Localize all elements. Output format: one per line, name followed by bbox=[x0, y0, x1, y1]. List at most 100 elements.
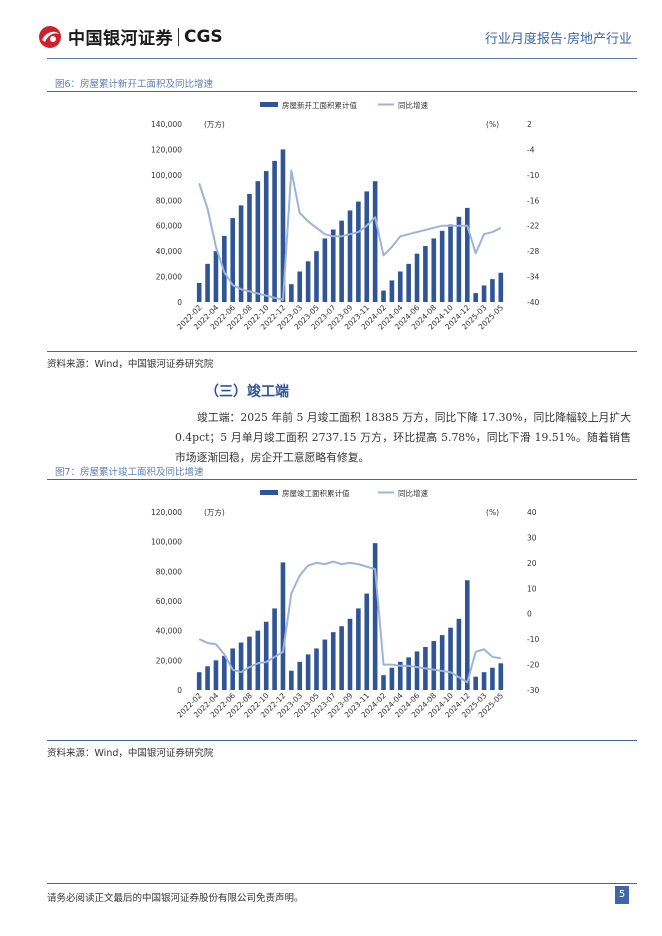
fig6-left-tick: 80,000 bbox=[156, 196, 182, 205]
fig6-left-tick: 60,000 bbox=[156, 222, 182, 231]
fig6-legend-bar-swatch bbox=[260, 102, 278, 107]
fig6-bar bbox=[255, 181, 261, 302]
fig7-growth-line bbox=[198, 560, 501, 684]
galaxy-logo-icon bbox=[39, 25, 61, 48]
fig6-bar bbox=[439, 230, 445, 302]
fig6-left-unit: (万方) bbox=[204, 119, 225, 129]
fig6-growth-line bbox=[198, 169, 502, 301]
fig6-left-tick: 20,000 bbox=[156, 273, 182, 282]
fig6-bar bbox=[263, 171, 269, 302]
page-number: 5 bbox=[615, 886, 629, 904]
fig7-bar bbox=[238, 642, 244, 690]
fig6-bar bbox=[414, 253, 420, 302]
fig6-bar bbox=[230, 218, 236, 302]
fig7-bar bbox=[330, 632, 336, 690]
fig7-bar bbox=[347, 618, 353, 690]
fig7-bar bbox=[247, 636, 252, 690]
fig7-left-tick: 60,000 bbox=[156, 597, 182, 606]
fig7-bar bbox=[289, 670, 294, 690]
fig6-bar bbox=[272, 160, 277, 302]
fig7-right-tick: -20 bbox=[527, 661, 539, 670]
fig6-right-tick: -22 bbox=[527, 222, 539, 231]
fig6-bar bbox=[196, 282, 202, 302]
fig6-left-tick: 120,000 bbox=[151, 145, 182, 154]
header-divider bbox=[47, 58, 637, 59]
fig7-bar bbox=[263, 621, 269, 690]
fig7-legend-bar-label: 房屋竣工面积累计值 bbox=[282, 488, 350, 498]
fig6-right-unit: (%) bbox=[486, 120, 499, 129]
fig6-legend-bar-label: 房屋新开工面积累计值 bbox=[282, 100, 357, 110]
fig6-bar bbox=[498, 272, 504, 302]
fig7-bar bbox=[213, 660, 219, 690]
fig7-bar bbox=[322, 639, 328, 690]
fig7-right-tick: 0 bbox=[527, 610, 532, 619]
fig6-right-tick: -34 bbox=[527, 273, 539, 282]
fig6-right-tick: -16 bbox=[527, 196, 539, 205]
fig6-bar bbox=[372, 181, 378, 302]
fig6-right-tick: -28 bbox=[527, 247, 539, 256]
fig6-left-tick: 100,000 bbox=[151, 171, 182, 180]
figure6-top-rule bbox=[47, 91, 637, 92]
fig7-bar bbox=[439, 635, 445, 690]
fig7-bar bbox=[272, 608, 277, 690]
fig7-right-tick: 10 bbox=[527, 584, 537, 593]
fig6-bar bbox=[247, 193, 252, 302]
brand-logo: 中国银河证券 CGS bbox=[38, 24, 223, 49]
fig7-bar bbox=[196, 672, 202, 690]
fig6-bar bbox=[297, 271, 303, 302]
figure7-top-rule bbox=[47, 479, 637, 480]
section-paragraph: 竣工端：2025 年前 5 月竣工面积 18385 万方，同比下降 17.30%… bbox=[175, 408, 631, 468]
fig6-bar bbox=[289, 284, 294, 302]
fig7-bar bbox=[490, 667, 495, 690]
fig6-bar bbox=[397, 271, 403, 302]
figure6-title: 图6：房屋累计新开工面积及同比增速 bbox=[55, 79, 214, 90]
fig7-legend-line-label: 同比增速 bbox=[398, 488, 428, 498]
fig6-bar bbox=[305, 261, 311, 302]
fig7-bar bbox=[456, 618, 462, 690]
fig6-left-tick: 40,000 bbox=[156, 247, 182, 256]
fig7-bar bbox=[356, 608, 361, 690]
fig7-left-tick: 100,000 bbox=[151, 538, 182, 547]
fig6-bar bbox=[222, 235, 227, 302]
fig7-bar bbox=[339, 626, 344, 690]
figure7-bottom-rule bbox=[47, 740, 637, 741]
fig6-bar bbox=[473, 293, 478, 302]
fig6-bar bbox=[381, 290, 386, 302]
fig7-right-unit: (%) bbox=[486, 508, 499, 517]
fig7-bar bbox=[481, 672, 487, 690]
fig7-bar bbox=[414, 651, 420, 690]
fig6-bar bbox=[205, 263, 210, 302]
fig6-left-tick: 140,000 bbox=[151, 120, 182, 129]
fig6-right-tick: 2 bbox=[527, 120, 532, 129]
fig7-left-tick: 0 bbox=[177, 686, 182, 695]
fig7-bar bbox=[406, 657, 411, 690]
fig7-left-tick: 120,000 bbox=[151, 508, 182, 517]
figure6-bottom-rule bbox=[47, 351, 637, 352]
fig6-right-tick: -40 bbox=[527, 298, 539, 307]
fig7-right-tick: 30 bbox=[527, 533, 537, 542]
fig7-bar bbox=[464, 580, 470, 690]
fig7-bar bbox=[205, 666, 210, 690]
fig6-bar bbox=[364, 191, 370, 302]
fig6-bar bbox=[322, 238, 328, 302]
fig6-bar bbox=[238, 205, 244, 302]
fig7-left-tick: 80,000 bbox=[156, 567, 182, 576]
fig6-right-tick: -4 bbox=[527, 145, 535, 154]
fig6-bar bbox=[339, 220, 344, 302]
fig6-bar bbox=[347, 210, 353, 302]
fig7-right-tick: 20 bbox=[527, 559, 537, 568]
figure7-source: 资料来源：Wind，中国银河证券研究院 bbox=[47, 748, 214, 759]
fig7-left-tick: 40,000 bbox=[156, 627, 182, 636]
fig6-bar bbox=[280, 149, 286, 302]
fig7-bar bbox=[389, 667, 395, 690]
fig7-bar bbox=[280, 562, 286, 690]
fig6-bar bbox=[213, 251, 219, 302]
fig6-bar bbox=[406, 263, 411, 302]
fig7-right-tick: -10 bbox=[527, 635, 539, 644]
fig7-bar bbox=[222, 655, 227, 690]
fig7-bar bbox=[314, 648, 319, 690]
logo-english-name: CGS bbox=[184, 26, 223, 47]
fig6-legend-line-label: 同比增速 bbox=[398, 100, 428, 110]
fig7-bar bbox=[381, 675, 386, 690]
fig6-left-tick: 0 bbox=[177, 298, 182, 307]
